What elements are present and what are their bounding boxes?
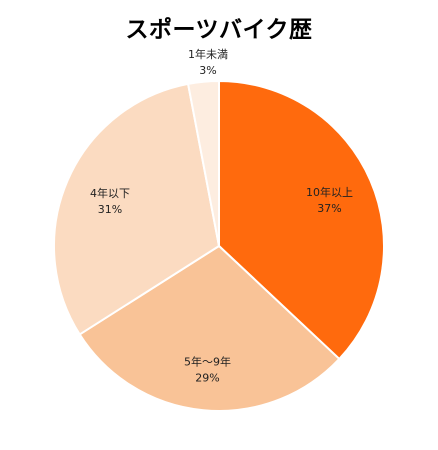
- pie-label-category-1: 5年〜9年: [184, 355, 231, 369]
- pie-slice-0: [218, 79, 385, 361]
- pie-label-percent-2: 31%: [98, 203, 122, 216]
- pie-label-category-0: 10年以上: [306, 185, 353, 199]
- pie-labels: 10年以上 37% 5年〜9年 29% 4年以下 31% 1年未満 3%: [90, 47, 353, 385]
- pie-slice-3: [186, 79, 220, 247]
- pie-slice-1: [78, 244, 341, 412]
- pie-label-percent-0: 37%: [317, 202, 341, 215]
- pie-label-percent-1: 29%: [195, 372, 219, 385]
- pie-label-category-2: 4年以下: [90, 186, 130, 200]
- pie-label-category-3: 1年未満: [188, 47, 228, 61]
- pie-label-percent-3: 3%: [199, 64, 216, 77]
- chart-title: スポーツバイク歴: [125, 17, 313, 43]
- pie-slice-2: [53, 82, 221, 336]
- pie-slices: [53, 79, 385, 412]
